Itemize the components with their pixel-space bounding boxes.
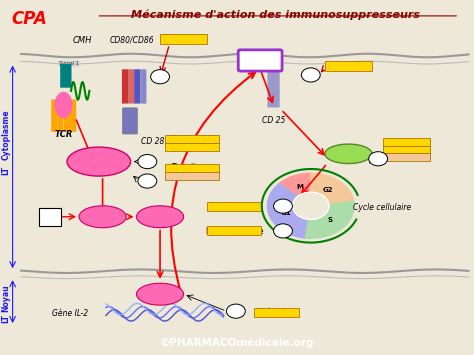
FancyBboxPatch shape: [64, 99, 70, 132]
Text: CD80/CD86: CD80/CD86: [109, 36, 154, 45]
Text: Gène IL-2: Gène IL-2: [52, 309, 88, 318]
Text: FKBP: FKBP: [182, 171, 201, 180]
Bar: [254, 308, 299, 317]
Text: Signal 1: Signal 1: [59, 61, 79, 66]
Text: G1: G1: [280, 209, 291, 215]
Text: CPA: CPA: [12, 10, 47, 28]
Bar: [160, 34, 207, 44]
Text: Belatacept: Belatacept: [163, 34, 204, 43]
FancyBboxPatch shape: [51, 99, 57, 132]
Text: ©PHARMACOmédicale.org: ©PHARMACOmédicale.org: [160, 338, 314, 348]
Ellipse shape: [137, 206, 183, 228]
Ellipse shape: [67, 147, 131, 176]
Circle shape: [138, 174, 157, 188]
Text: Tacrolimus: Tacrolimus: [172, 163, 212, 173]
Text: G2: G2: [323, 187, 333, 193]
Text: mTOR: mTOR: [333, 149, 364, 158]
Polygon shape: [267, 184, 311, 238]
Text: Calcineurine
activée: Calcineurine activée: [72, 151, 126, 170]
Text: Everolimus: Everolimus: [387, 147, 426, 153]
Bar: [383, 146, 430, 153]
FancyBboxPatch shape: [70, 99, 76, 132]
Bar: [383, 138, 430, 146]
FancyBboxPatch shape: [39, 208, 61, 225]
Text: NFAT: NFAT: [91, 212, 114, 221]
Text: S: S: [328, 217, 333, 223]
FancyBboxPatch shape: [60, 64, 72, 88]
Bar: [165, 135, 219, 143]
Text: Cycle cellulaire: Cycle cellulaire: [353, 203, 411, 212]
Text: Stéroides: Stéroides: [259, 308, 295, 317]
Ellipse shape: [79, 206, 126, 228]
Text: M: M: [297, 184, 303, 190]
Bar: [165, 164, 219, 172]
Text: −: −: [155, 69, 165, 82]
Bar: [383, 153, 430, 161]
Circle shape: [227, 304, 246, 318]
Text: Sirolimus: Sirolimus: [390, 139, 422, 145]
Text: −: −: [142, 154, 153, 167]
Text: Azathioprine: Azathioprine: [210, 202, 259, 211]
FancyBboxPatch shape: [122, 69, 128, 104]
Text: TCR: TCR: [55, 130, 73, 139]
Bar: [207, 202, 261, 211]
Polygon shape: [305, 200, 354, 238]
Text: Noyau: Noyau: [1, 284, 10, 312]
Polygon shape: [311, 173, 353, 206]
Text: Basiliximob: Basiliximob: [327, 62, 371, 71]
FancyBboxPatch shape: [140, 69, 146, 104]
Bar: [325, 61, 372, 71]
Text: CMH: CMH: [73, 36, 92, 45]
Text: NFAT: NFAT: [148, 290, 172, 299]
Bar: [165, 143, 219, 151]
FancyBboxPatch shape: [122, 108, 137, 134]
Circle shape: [273, 224, 292, 238]
Ellipse shape: [325, 144, 372, 164]
Polygon shape: [279, 173, 311, 206]
Text: Ciclosporine: Ciclosporine: [168, 135, 215, 144]
Circle shape: [301, 68, 320, 82]
Circle shape: [273, 199, 292, 213]
Circle shape: [369, 152, 388, 166]
Text: LT: LT: [1, 166, 10, 175]
Circle shape: [138, 154, 157, 169]
Text: Cytoplasme: Cytoplasme: [1, 110, 10, 160]
Text: −: −: [278, 198, 288, 212]
Bar: [207, 226, 261, 235]
Text: P: P: [47, 212, 54, 222]
Text: Mycophénolate: Mycophénolate: [205, 226, 264, 236]
Text: LT: LT: [1, 315, 10, 323]
Text: −: −: [306, 67, 316, 80]
Ellipse shape: [137, 283, 183, 305]
Text: −: −: [142, 174, 153, 186]
Text: −: −: [373, 151, 383, 164]
Text: Cyclophiline: Cyclophiline: [168, 143, 215, 152]
Text: Mécanisme d'action des immunosuppresseurs: Mécanisme d'action des immunosuppresseur…: [131, 10, 420, 20]
FancyBboxPatch shape: [128, 69, 134, 104]
Text: IL - 2: IL - 2: [243, 54, 278, 67]
FancyBboxPatch shape: [134, 69, 140, 104]
Circle shape: [151, 70, 170, 84]
Text: −: −: [231, 304, 241, 317]
FancyBboxPatch shape: [267, 71, 280, 108]
FancyBboxPatch shape: [238, 50, 282, 71]
Text: NFAT: NFAT: [148, 212, 172, 221]
Text: −: −: [278, 223, 288, 236]
Bar: [165, 172, 219, 180]
Circle shape: [292, 192, 329, 219]
Text: CD 25: CD 25: [262, 116, 285, 125]
FancyBboxPatch shape: [57, 99, 64, 132]
Text: FKBP: FKBP: [398, 154, 415, 160]
Ellipse shape: [55, 92, 73, 118]
Text: CD 28: CD 28: [141, 137, 164, 146]
